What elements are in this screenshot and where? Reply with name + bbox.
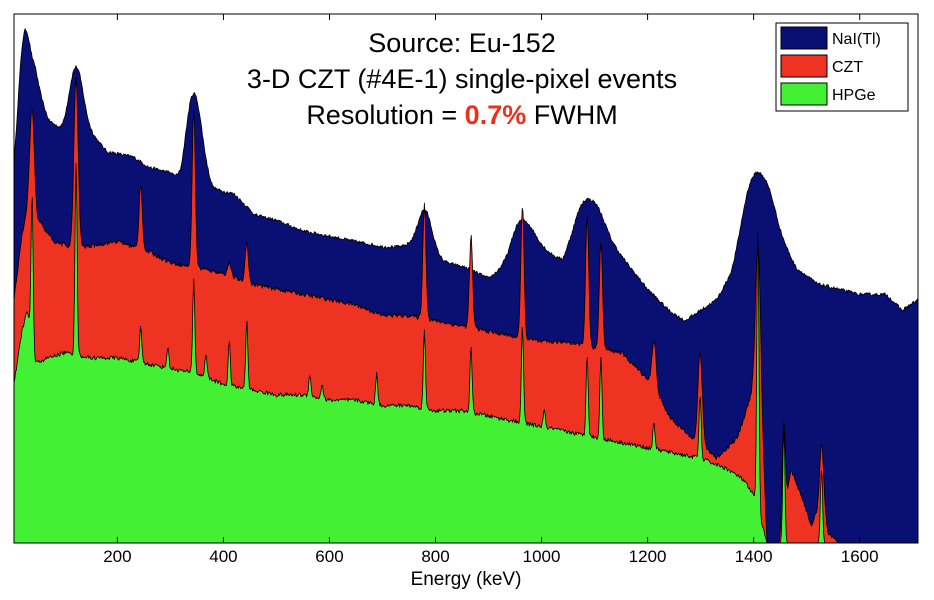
title-text-part: Resolution = bbox=[306, 100, 464, 130]
x-tick-label: 400 bbox=[209, 547, 237, 566]
title-text-part: 0.7% bbox=[465, 100, 527, 130]
title-line-3: Resolution = 0.7% FWHM bbox=[306, 100, 617, 130]
x-tick-label: 800 bbox=[421, 547, 449, 566]
x-tick-label: 200 bbox=[103, 547, 131, 566]
legend-swatch bbox=[780, 54, 828, 78]
x-tick-label: 1600 bbox=[841, 547, 879, 566]
title-text-part: Source: Eu-152 bbox=[368, 28, 556, 58]
legend-label: NaI(Tl) bbox=[832, 31, 881, 48]
x-axis: 200 400 600 800 1000 1200 1400 1600 bbox=[103, 14, 879, 566]
title-text-part: FWHM bbox=[526, 100, 617, 130]
x-axis-label: Energy (keV) bbox=[411, 569, 522, 590]
legend-label: HPGe bbox=[832, 87, 876, 104]
x-tick-label: 600 bbox=[315, 547, 343, 566]
legend-swatch bbox=[780, 82, 828, 106]
x-tick-label: 1400 bbox=[735, 547, 773, 566]
legend-label: CZT bbox=[832, 59, 863, 76]
title-text-part: 3-D CZT (#4E-1) single-pixel events bbox=[247, 64, 677, 94]
plot-frame bbox=[13, 13, 919, 544]
title-line-2: 3-D CZT (#4E-1) single-pixel events bbox=[247, 64, 677, 94]
legend-swatch bbox=[780, 26, 828, 50]
title-line-1: Source: Eu-152 bbox=[368, 28, 556, 58]
x-tick-label: 1000 bbox=[523, 547, 561, 566]
chart-title: Source: Eu-152 3-D CZT (#4E-1) single-pix… bbox=[247, 28, 677, 130]
x-tick-label: 1200 bbox=[629, 547, 667, 566]
legend: NaI(Tl) CZT HPGe bbox=[775, 22, 909, 112]
